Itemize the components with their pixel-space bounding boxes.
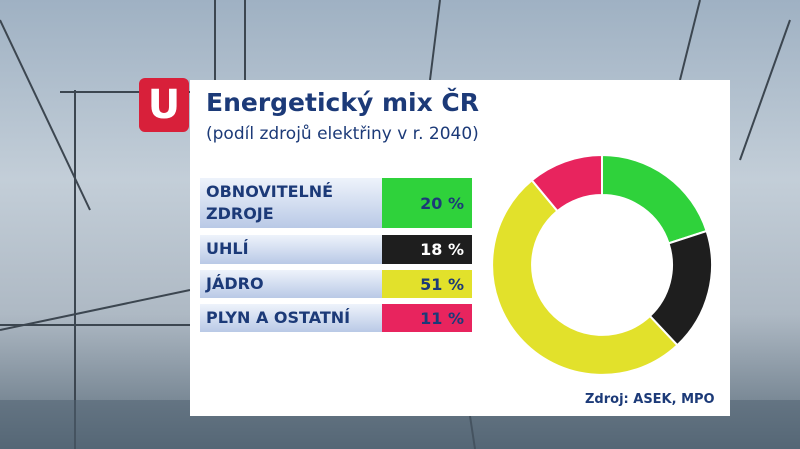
chart-title: Energetický mix ČR bbox=[206, 88, 480, 117]
legend-row: JÁDRO 51 % bbox=[200, 270, 472, 298]
source-note: Zdroj: ASEK, MPO bbox=[585, 392, 715, 407]
legend-row: UHLÍ 18 % bbox=[200, 235, 472, 264]
chart-subtitle: (podíl zdrojů elektřiny v r. 2040) bbox=[206, 124, 479, 144]
legend-label: UHLÍ bbox=[200, 235, 382, 264]
legend-label: PLYN A OSTATNÍ bbox=[200, 304, 382, 332]
legend-value: 20 % bbox=[382, 178, 472, 228]
legend-label: JÁDRO bbox=[200, 270, 382, 298]
legend-label: OBNOVITELNÉ ZDROJE bbox=[200, 178, 382, 228]
legend-row: PLYN A OSTATNÍ 11 % bbox=[200, 304, 472, 332]
donut-slice bbox=[491, 178, 679, 376]
donut-slice bbox=[601, 153, 708, 245]
legend-row: OBNOVITELNÉ ZDROJE 20 % bbox=[200, 178, 472, 228]
legend-value: 51 % bbox=[382, 270, 472, 298]
legend-value: 18 % bbox=[382, 235, 472, 264]
legend-value: 11 % bbox=[382, 304, 472, 332]
logo: U bbox=[139, 78, 189, 132]
donut-slice bbox=[530, 153, 603, 213]
